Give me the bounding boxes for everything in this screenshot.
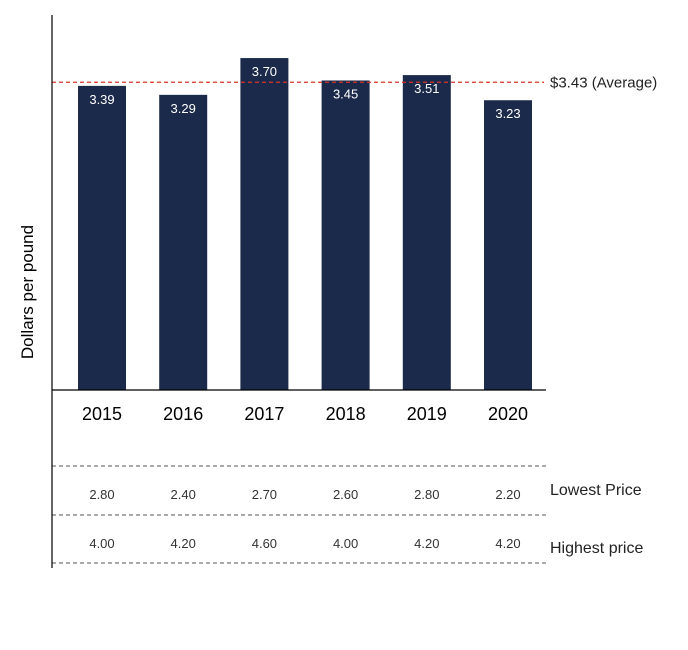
average-label: $3.43 (Average) — [550, 74, 657, 91]
bar-value-label-2018: 3.45 — [333, 86, 358, 101]
lowest-price-value-2015: 2.80 — [89, 487, 114, 502]
x-tick-label-2015: 2015 — [82, 404, 122, 424]
bar-2016 — [159, 94, 208, 391]
highest-price-value-2015: 4.00 — [89, 536, 114, 551]
x-tick-label-2016: 2016 — [163, 404, 203, 424]
x-tick-label-2018: 2018 — [326, 404, 366, 424]
lowest-price-value-2018: 2.60 — [333, 487, 358, 502]
highest-price-value-2020: 4.20 — [495, 536, 520, 551]
bar-2020 — [484, 100, 532, 391]
bar-2015 — [78, 85, 126, 391]
highest-price-row-label: Highest price — [550, 540, 643, 557]
bar-2018 — [321, 80, 370, 391]
highest-price-value-2018: 4.00 — [333, 536, 358, 551]
x-tick-label-2019: 2019 — [407, 404, 447, 424]
bar-value-label-2016: 3.29 — [171, 101, 196, 116]
x-tick-label-2017: 2017 — [244, 404, 284, 424]
highest-price-value-2019: 4.20 — [414, 536, 439, 551]
price-table: 2.80 2.40 2.70 2.60 2.80 2.20 Lowest Price 4.00… — [52, 465, 643, 564]
x-tick-label-2020: 2020 — [488, 404, 528, 424]
bars-layer — [78, 58, 532, 391]
bar-value-label-2017: 3.70 — [252, 64, 277, 79]
bar-2019 — [402, 75, 451, 390]
lowest-price-value-2019: 2.80 — [414, 487, 439, 502]
lowest-price-row-label: Lowest Price — [550, 482, 642, 499]
bar-value-label-2020: 3.23 — [495, 106, 520, 121]
lowest-price-value-2020: 2.20 — [495, 487, 520, 502]
highest-price-value-2017: 4.60 — [252, 536, 277, 551]
lowest-price-value-2016: 2.40 — [171, 487, 196, 502]
bar-value-label-2015: 3.39 — [89, 92, 114, 107]
y-axis-title: Dollars per pound — [18, 225, 37, 359]
bar-value-label-2019: 3.51 — [414, 81, 439, 96]
labels-layer: 3.39 2015 3.29 2016 3.70 2017 3.45 2018 3.51 2019… — [52, 64, 657, 424]
highest-price-value-2016: 4.20 — [171, 536, 196, 551]
lowest-price-value-2017: 2.70 — [252, 487, 277, 502]
bar-2017 — [240, 58, 289, 391]
